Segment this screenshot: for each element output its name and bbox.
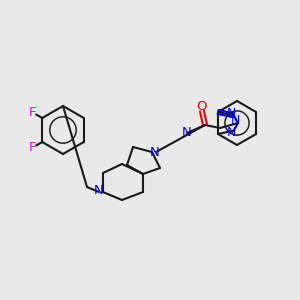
Text: F: F <box>29 141 36 154</box>
Text: N: N <box>182 127 192 140</box>
Text: F: F <box>29 106 36 119</box>
Text: N: N <box>227 107 236 120</box>
Text: N: N <box>227 126 236 139</box>
Text: O: O <box>197 100 207 112</box>
Text: N: N <box>150 146 160 158</box>
Text: N: N <box>94 184 104 197</box>
Text: N: N <box>230 115 240 128</box>
